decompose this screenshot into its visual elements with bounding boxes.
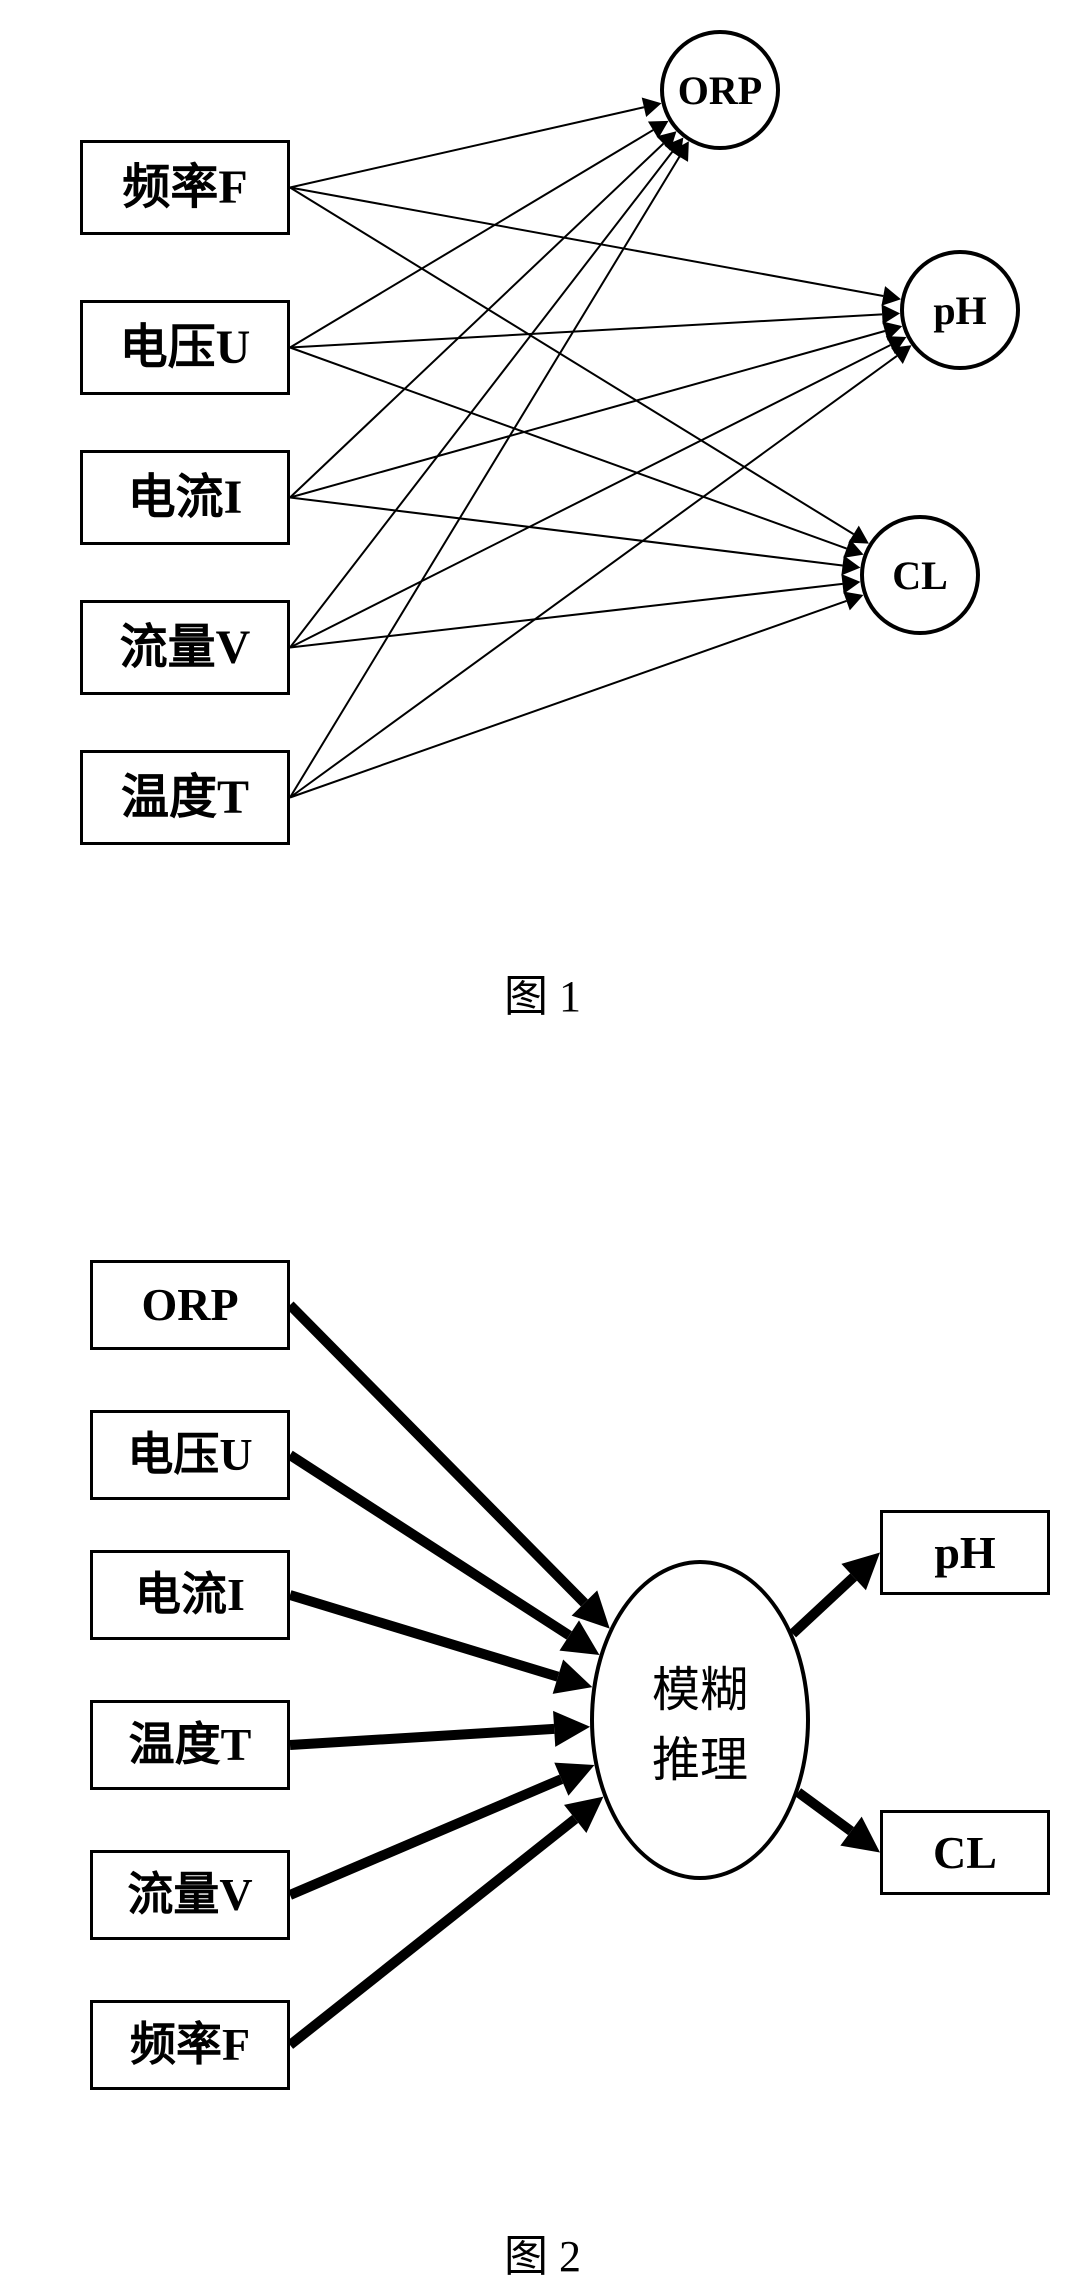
- figure-2-caption: 图 2: [0, 2220, 1085, 2284]
- fig2-ellipse-label-bot: 推理: [652, 1720, 748, 1790]
- fig1-input-label-I: 电流I: [128, 474, 243, 522]
- fig2-ellipse-label-top: 模糊: [652, 1650, 748, 1720]
- fig2-input-label-I: 电流I: [135, 1572, 245, 1618]
- fig2-input-label-ORP: ORP: [141, 1282, 238, 1328]
- fig1-input-V: 流量V: [80, 600, 290, 695]
- fig1-input-T: 温度T: [80, 750, 290, 845]
- fig1-input-U: 电压U: [80, 300, 290, 395]
- figure-2: 模糊推理 ORP 电压U 电流I 温度T 流量V 频率F pH CL: [0, 1130, 1085, 2230]
- fig1-input-F: 频率F: [80, 140, 290, 235]
- fig2-fuzzy-ellipse: 模糊推理: [590, 1560, 810, 1880]
- fig1-input-label-T: 温度T: [121, 774, 249, 822]
- fig2-input-U: 电压U: [90, 1410, 290, 1500]
- fig1-output-pH: pH: [900, 250, 1020, 370]
- fig2-input-label-T: 温度T: [129, 1722, 252, 1768]
- fig1-input-label-U: 电压U: [120, 324, 251, 372]
- figure-1: 频率F 电压U 电流I 流量V 温度T ORP pH CL: [0, 0, 1085, 1000]
- fig1-output-label-ORP: ORP: [678, 67, 762, 114]
- fig2-input-label-U: 电压U: [127, 1432, 252, 1478]
- fig2-input-ORP: ORP: [90, 1260, 290, 1350]
- fig2-input-V: 流量V: [90, 1850, 290, 1940]
- fig1-output-label-pH: pH: [933, 287, 986, 334]
- fig2-output-label-CL: CL: [933, 1830, 997, 1876]
- fig1-output-CL: CL: [860, 515, 980, 635]
- fig2-output-CL: CL: [880, 1810, 1050, 1895]
- fig2-output-pH: pH: [880, 1510, 1050, 1595]
- fig2-input-F: 频率F: [90, 2000, 290, 2090]
- fig2-output-label-pH: pH: [934, 1530, 995, 1576]
- fig1-input-I: 电流I: [80, 450, 290, 545]
- fig2-input-I: 电流I: [90, 1550, 290, 1640]
- fig1-input-label-V: 流量V: [120, 624, 251, 672]
- fig2-input-T: 温度T: [90, 1700, 290, 1790]
- fig1-output-label-CL: CL: [892, 552, 948, 599]
- fig2-input-label-V: 流量V: [127, 1872, 252, 1918]
- figure-1-caption: 图 1: [0, 960, 1085, 1024]
- fig2-input-label-F: 频率F: [130, 2022, 250, 2068]
- fig1-output-ORP: ORP: [660, 30, 780, 150]
- page: 频率F 电压U 电流I 流量V 温度T ORP pH CL 图 1 模糊推理 ORP 电压U 电流I…: [0, 0, 1085, 2289]
- fig1-input-label-F: 频率F: [122, 164, 247, 212]
